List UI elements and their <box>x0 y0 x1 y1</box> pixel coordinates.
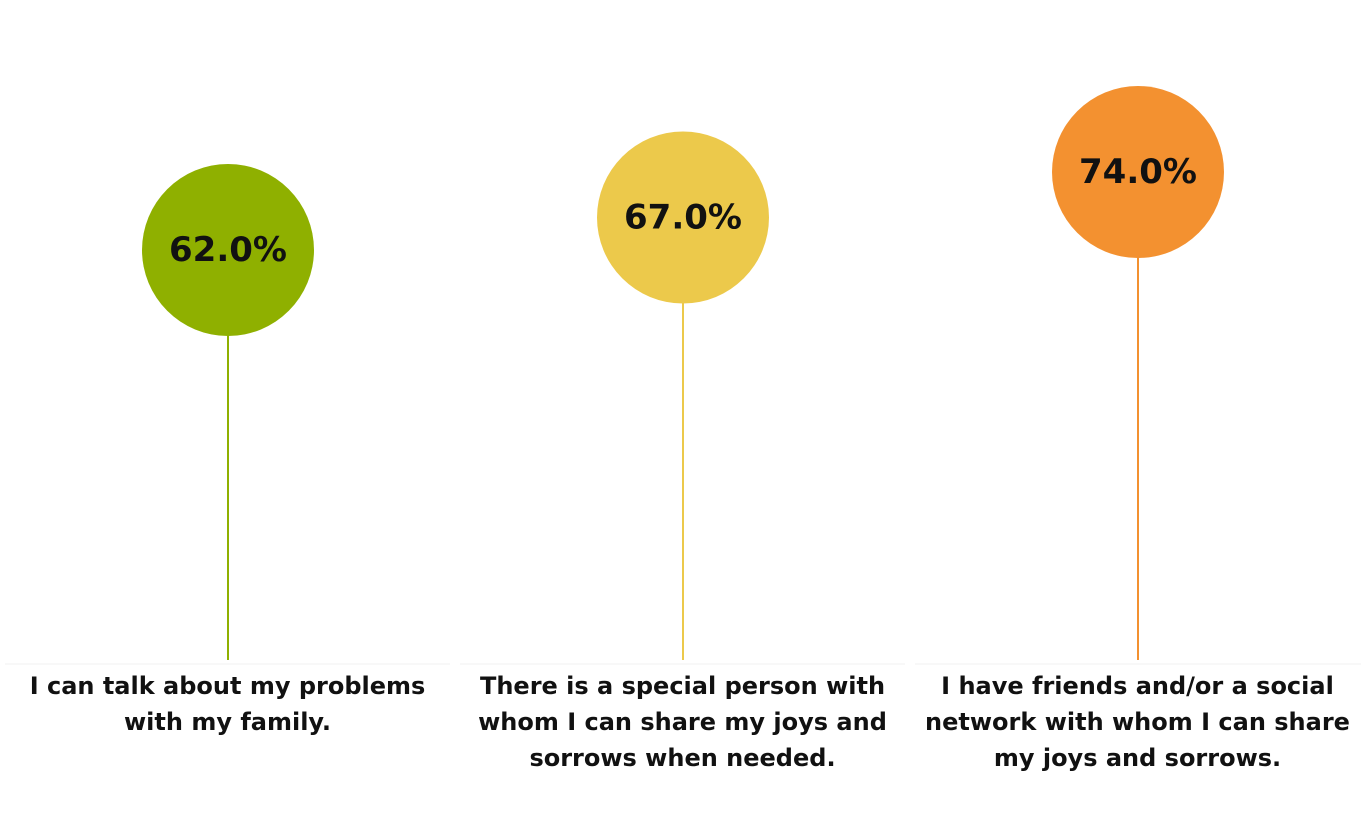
value-label-0: 62.0% <box>169 230 287 270</box>
value-label-1: 67.0% <box>624 198 742 238</box>
lollipop-head-0 <box>142 164 314 336</box>
lollipop-head-1 <box>597 131 769 304</box>
category-label-friends: I have friends and/or a social network w… <box>925 672 1350 772</box>
value-label-2: 74.0% <box>1079 152 1197 192</box>
lollipop-head-2 <box>1052 86 1224 258</box>
category-label-special-person: There is a special person with whom I ca… <box>478 672 887 772</box>
category-label-family: I can talk about my problems with my fam… <box>29 672 426 736</box>
